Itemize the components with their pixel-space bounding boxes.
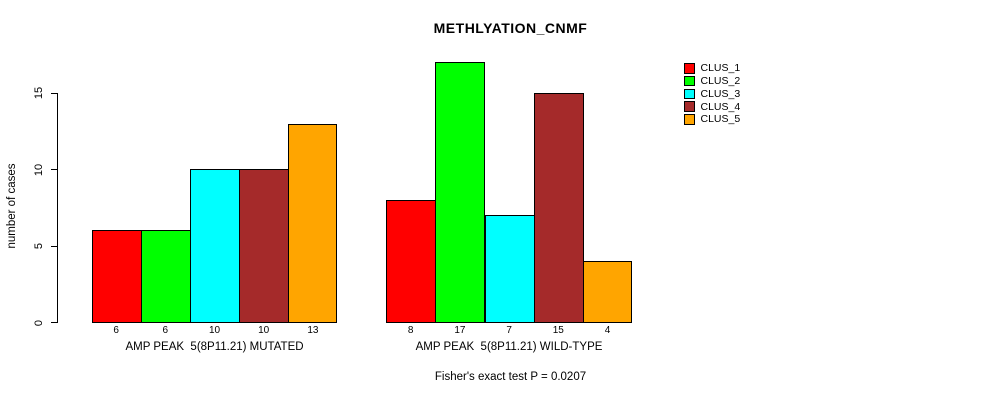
x-group-label-mutated: AMP PEAK 5(8P11.21) MUTATED [125,341,304,353]
bar-clus_5-group1 [582,260,633,323]
bar-clus_2-group0 [140,230,191,323]
legend-item-clus_5: CLUS_5 [684,113,740,126]
y-axis-tick-label: 10 [33,163,45,176]
legend-label: CLUS_1 [700,62,741,75]
bar-value-label: 13 [307,325,319,336]
legend-swatch-icon [684,88,695,100]
legend-swatch-icon [684,101,695,112]
y-axis-tick [51,322,57,323]
y-axis-tick-label: 15 [33,87,45,100]
y-axis-tick [51,169,57,171]
legend-label: CLUS_2 [700,75,741,88]
bar-clus_1-group1 [386,199,437,323]
legend-swatch-icon [684,114,695,125]
legend-label: CLUS_4 [700,100,741,113]
bar-value-label: 17 [454,325,466,336]
y-axis-tick-label: 0 [33,319,45,326]
y-axis-tick [51,92,57,94]
bar-value-label: 15 [552,325,564,336]
bar-value-label: 7 [506,325,512,336]
legend-item-clus_3: CLUS_3 [684,88,740,101]
fisher-test-footnote: Fisher's exact test P = 0.0207 [434,371,587,383]
legend-swatch-icon [684,75,695,87]
bar-clus_1-group0 [91,230,142,323]
bar-value-label: 4 [604,325,611,336]
bar-value-label: 6 [162,325,169,336]
legend-label: CLUS_5 [700,113,741,126]
bar-clus_5-group0 [288,123,338,323]
legend-item-clus_1: CLUS_1 [684,62,740,75]
legend-swatch-icon [684,63,695,74]
bar-clus_3-group0 [189,169,241,323]
bar-value-label: 6 [113,325,119,336]
chart-title: METHLYATION_CNMF [433,20,588,36]
y-axis-label: number of cases [6,163,18,249]
bar-value-label: 10 [258,325,270,336]
bar-clus_4-group1 [533,92,584,323]
bar-clus_2-group1 [435,62,486,323]
y-axis-tick-label: 5 [33,243,45,250]
legend-item-clus_4: CLUS_4 [684,100,740,113]
x-group-label-wildtype: AMP PEAK 5(8P11.21) WILD-TYPE [415,341,603,353]
legend-label: CLUS_3 [700,87,741,100]
bar-clus_3-group1 [484,215,535,323]
legend: CLUS_1 CLUS_2 CLUS_3 CLUS_4 CLUS_5 [684,62,740,126]
legend-item-clus_2: CLUS_2 [684,75,740,88]
bar-value-label: 10 [208,325,221,336]
bar-value-label: 8 [407,325,414,336]
y-axis-tick [51,245,57,247]
bar-clus_4-group0 [239,169,290,323]
y-axis-line [57,92,58,323]
